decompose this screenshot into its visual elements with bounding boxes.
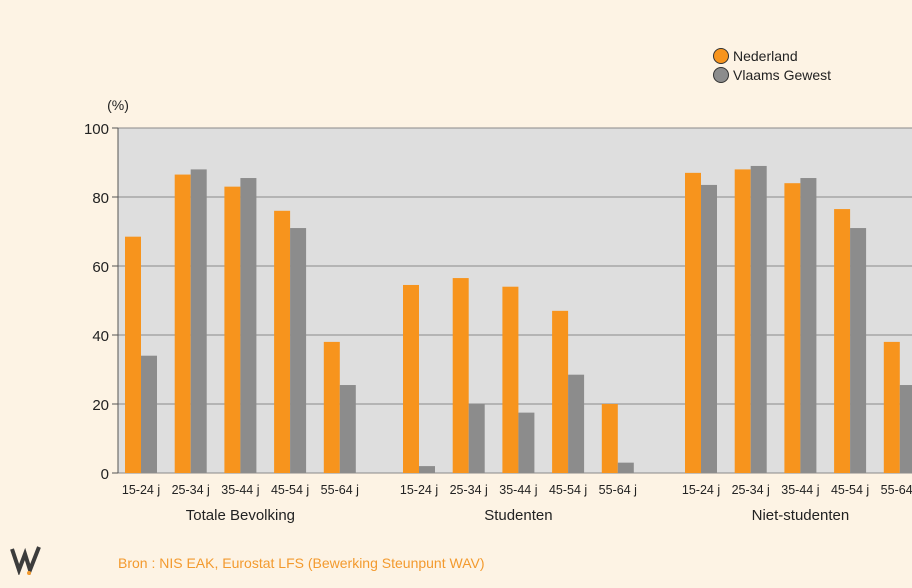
y-tick-label: 60 [92, 259, 109, 276]
x-tick-label: 55-64 j [599, 483, 637, 497]
y-tick-label: 40 [92, 328, 109, 345]
x-tick-label: 45-54 j [271, 483, 309, 497]
legend-marker [713, 67, 729, 83]
bar-vlaams-gewest [141, 355, 157, 473]
source-note: Bron : NIS EAK, Eurostat LFS (Bewerking … [118, 555, 485, 571]
y-tick-label: 80 [92, 190, 109, 207]
group-label: Studenten [484, 507, 552, 524]
bar-vlaams-gewest [468, 404, 485, 473]
x-tick-label: 35-44 j [499, 483, 537, 497]
bar-vlaams-gewest [568, 374, 585, 473]
legend-marker [713, 48, 729, 64]
bar-nederland [125, 236, 141, 473]
wav-logo [10, 546, 41, 575]
bar-vlaams-gewest [750, 165, 767, 473]
bar-nederland [601, 404, 618, 473]
x-tick-label: 15-24 j [400, 483, 438, 497]
bar-vlaams-gewest [190, 169, 207, 473]
group-label: Niet-studenten [752, 507, 850, 524]
bar-vlaams-gewest [899, 385, 912, 473]
group-label: Totale Bevolking [186, 507, 295, 524]
x-tick-label: 35-44 j [781, 483, 819, 497]
bar-nederland [734, 169, 751, 473]
x-tick-label: 15-24 j [122, 483, 160, 497]
x-tick-label: 35-44 j [221, 483, 259, 497]
x-tick-label: 45-54 j [549, 483, 587, 497]
bar-nederland [784, 183, 801, 473]
legend-label: Vlaams Gewest [733, 67, 831, 83]
x-tick-label: 45-54 j [831, 483, 869, 497]
x-tick-label: 55-64 j [881, 483, 912, 497]
bar-nederland [174, 174, 191, 473]
bar-nederland [834, 209, 851, 473]
bar-nederland [883, 341, 900, 473]
x-tick-label: 25-34 j [450, 483, 488, 497]
bar-vlaams-gewest [339, 385, 356, 473]
bar-vlaams-gewest [617, 462, 634, 473]
bar-nederland [403, 284, 419, 473]
y-axis-label: (%) [107, 97, 129, 113]
bar-nederland [685, 172, 701, 473]
y-tick-label: 100 [84, 121, 109, 138]
bar-vlaams-gewest [701, 184, 717, 474]
bar-nederland [502, 286, 519, 473]
x-tick-label: 15-24 j [682, 483, 720, 497]
bar-nederland [452, 278, 469, 473]
bar-nederland [552, 310, 569, 473]
bar-vlaams-gewest [800, 178, 817, 473]
bar-vlaams-gewest [850, 228, 867, 473]
bar-nederland [323, 341, 340, 473]
bar-nederland [224, 186, 241, 473]
x-tick-label: 55-64 j [321, 483, 359, 497]
legend-label: Nederland [733, 48, 798, 64]
bar-nederland [274, 210, 291, 474]
y-tick-label: 20 [92, 397, 109, 414]
x-tick-label: 25-34 j [732, 483, 770, 497]
y-tick-label: 0 [101, 466, 109, 483]
bar-vlaams-gewest [240, 178, 257, 473]
bar-vlaams-gewest [419, 466, 435, 473]
bar-vlaams-gewest [290, 228, 307, 473]
x-tick-label: 25-34 j [172, 483, 210, 497]
bar-vlaams-gewest [518, 412, 535, 473]
